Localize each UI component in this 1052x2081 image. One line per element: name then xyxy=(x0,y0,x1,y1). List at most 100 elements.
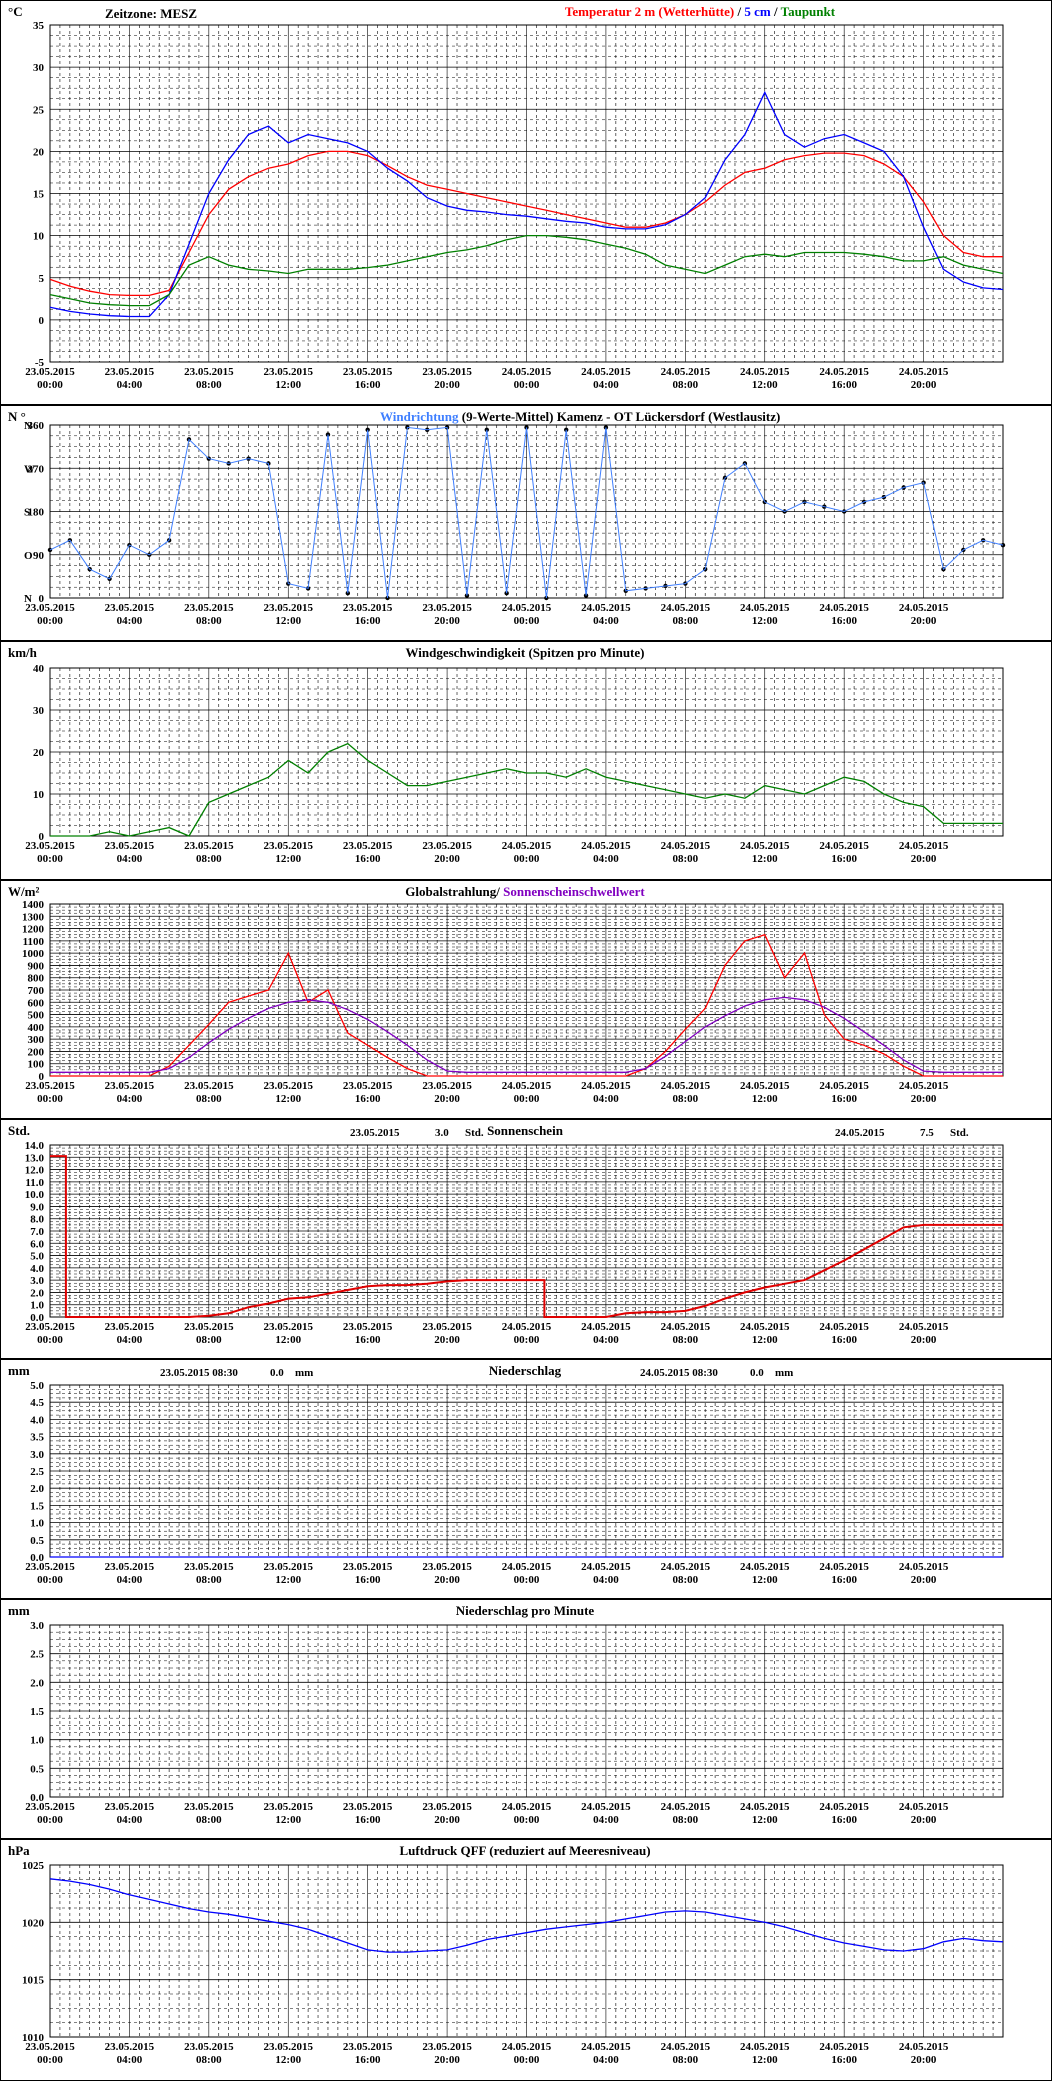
y-tick-label: 2.5 xyxy=(30,1466,44,1478)
y-direction-label: W xyxy=(24,463,35,475)
unit-label: W/m² xyxy=(8,884,39,899)
x-tick-time: 08:00 xyxy=(196,2054,222,2066)
x-tick-time: 16:00 xyxy=(355,1814,381,1826)
y-tick-label: 6.0 xyxy=(30,1238,44,1250)
annotation-date: 24.05.2015 xyxy=(835,1127,885,1139)
y-tick-label: 30 xyxy=(33,705,45,717)
y-tick-label: 90 xyxy=(33,550,45,562)
x-tick-time: 04:00 xyxy=(117,615,143,627)
y-tick-label: 400 xyxy=(28,1022,45,1034)
x-tick-time: 20:00 xyxy=(911,1574,937,1586)
x-tick-time: 20:00 xyxy=(434,2054,460,2066)
y-tick-label: 5 xyxy=(39,273,45,285)
x-tick-time: 12:00 xyxy=(752,615,778,627)
chart-sunshine: 0.01.02.03.04.05.06.07.08.09.010.011.012… xyxy=(0,1119,1052,1359)
grid xyxy=(50,903,1003,1077)
x-tick-time: 00:00 xyxy=(37,1093,63,1105)
y-tick-label: 3.5 xyxy=(30,1432,44,1444)
x-tick-time: 08:00 xyxy=(672,1334,698,1346)
x-tick-date: 23.05.2015 xyxy=(264,840,314,852)
unit-label: mm xyxy=(8,1363,30,1378)
x-tick-date: 23.05.2015 xyxy=(422,366,472,378)
x-tick-time: 04:00 xyxy=(117,1814,143,1826)
x-tick-date: 24.05.2015 xyxy=(661,1801,711,1813)
chart-title: Sonnenschein xyxy=(487,1123,564,1138)
x-tick-date: 24.05.2015 xyxy=(740,602,790,614)
x-tick-time: 00:00 xyxy=(514,615,540,627)
annotation-date: 23.05.2015 08:30 xyxy=(160,1367,238,1379)
y-tick-label: -5 xyxy=(35,357,45,369)
x-tick-time: 00:00 xyxy=(514,1574,540,1586)
y-tick-label: 0 xyxy=(39,1071,45,1083)
x-tick-time: 00:00 xyxy=(514,1814,540,1826)
x-tick-time: 16:00 xyxy=(831,1814,857,1826)
x-tick-date: 23.05.2015 xyxy=(264,2041,314,2053)
annotation-unit: mm xyxy=(295,1367,313,1379)
y-tick-label: 0.5 xyxy=(30,1535,44,1547)
grid xyxy=(50,24,1003,363)
annotation-value: 0.0 xyxy=(270,1367,284,1379)
x-tick-time: 12:00 xyxy=(275,853,301,865)
x-tick-time: 00:00 xyxy=(514,379,540,391)
x-tick-time: 04:00 xyxy=(117,853,143,865)
x-tick-time: 08:00 xyxy=(672,379,698,391)
x-tick-time: 20:00 xyxy=(434,853,460,865)
x-tick-time: 08:00 xyxy=(672,1814,698,1826)
x-tick-date: 24.05.2015 xyxy=(740,1321,790,1333)
x-tick-time: 08:00 xyxy=(672,1574,698,1586)
y-tick-label: 5.0 xyxy=(30,1380,44,1392)
y-tick-label: 35 xyxy=(33,20,45,32)
x-tick-date: 23.05.2015 xyxy=(422,602,472,614)
x-tick-date: 24.05.2015 xyxy=(819,1561,869,1573)
grid xyxy=(50,1144,1003,1318)
x-tick-date: 24.05.2015 xyxy=(899,840,949,852)
y-tick-label: 800 xyxy=(28,973,45,985)
x-tick-time: 08:00 xyxy=(196,1093,222,1105)
plot-area-frame xyxy=(49,1144,1004,1318)
x-tick-time: 16:00 xyxy=(831,1574,857,1586)
x-tick-time: 00:00 xyxy=(514,1334,540,1346)
x-tick-time: 20:00 xyxy=(911,853,937,865)
y-tick-label: 4.0 xyxy=(30,1414,44,1426)
x-tick-time: 08:00 xyxy=(672,615,698,627)
x-tick-date: 23.05.2015 xyxy=(105,1801,155,1813)
plot-area-frame xyxy=(49,1624,1004,1798)
x-tick-time: 16:00 xyxy=(355,1093,381,1105)
x-tick-time: 08:00 xyxy=(672,2054,698,2066)
x-tick-date: 23.05.2015 xyxy=(25,2041,75,2053)
title-part: Kamenz - OT Lückersdorf (Westlausitz) xyxy=(553,409,780,424)
x-tick-time: 12:00 xyxy=(752,1814,778,1826)
x-tick-date: 24.05.2015 xyxy=(581,602,631,614)
unit-label: °C xyxy=(8,4,23,19)
x-tick-date: 24.05.2015 xyxy=(819,1801,869,1813)
x-tick-time: 16:00 xyxy=(831,379,857,391)
x-tick-time: 00:00 xyxy=(37,615,63,627)
y-tick-label: 1300 xyxy=(22,911,45,923)
chart-windspeed: 010203040km/h23.05.201500:0023.05.201504… xyxy=(0,641,1052,880)
y-tick-label: 9.0 xyxy=(30,1201,44,1213)
x-tick-time: 12:00 xyxy=(752,1574,778,1586)
x-tick-time: 00:00 xyxy=(37,1334,63,1346)
y-tick-label: 3.0 xyxy=(30,1449,44,1461)
x-tick-date: 24.05.2015 xyxy=(819,1080,869,1092)
y-tick-label: 4.5 xyxy=(30,1397,44,1409)
y-tick-label: 2.0 xyxy=(30,1677,44,1689)
x-tick-date: 24.05.2015 xyxy=(899,2041,949,2053)
x-tick-date: 24.05.2015 xyxy=(581,2041,631,2053)
x-tick-date: 23.05.2015 xyxy=(422,1080,472,1092)
y-tick-label: 0.0 xyxy=(30,1552,44,1564)
x-tick-date: 24.05.2015 xyxy=(502,2041,552,2053)
x-tick-date: 24.05.2015 xyxy=(661,602,711,614)
y-tick-label: 10.0 xyxy=(25,1189,45,1201)
title-part: Taupunkt xyxy=(781,4,836,19)
x-tick-date: 23.05.2015 xyxy=(25,1801,75,1813)
y-direction-label: N xyxy=(24,420,32,432)
x-tick-time: 04:00 xyxy=(593,1093,619,1105)
x-tick-date: 23.05.2015 xyxy=(105,2041,155,2053)
x-tick-date: 24.05.2015 xyxy=(899,1080,949,1092)
x-tick-time: 04:00 xyxy=(593,853,619,865)
x-tick-date: 24.05.2015 xyxy=(819,2041,869,2053)
annotation-date: 24.05.2015 08:30 xyxy=(640,1367,718,1379)
y-tick-label: 1.0 xyxy=(30,1735,44,1747)
x-tick-date: 24.05.2015 xyxy=(581,366,631,378)
